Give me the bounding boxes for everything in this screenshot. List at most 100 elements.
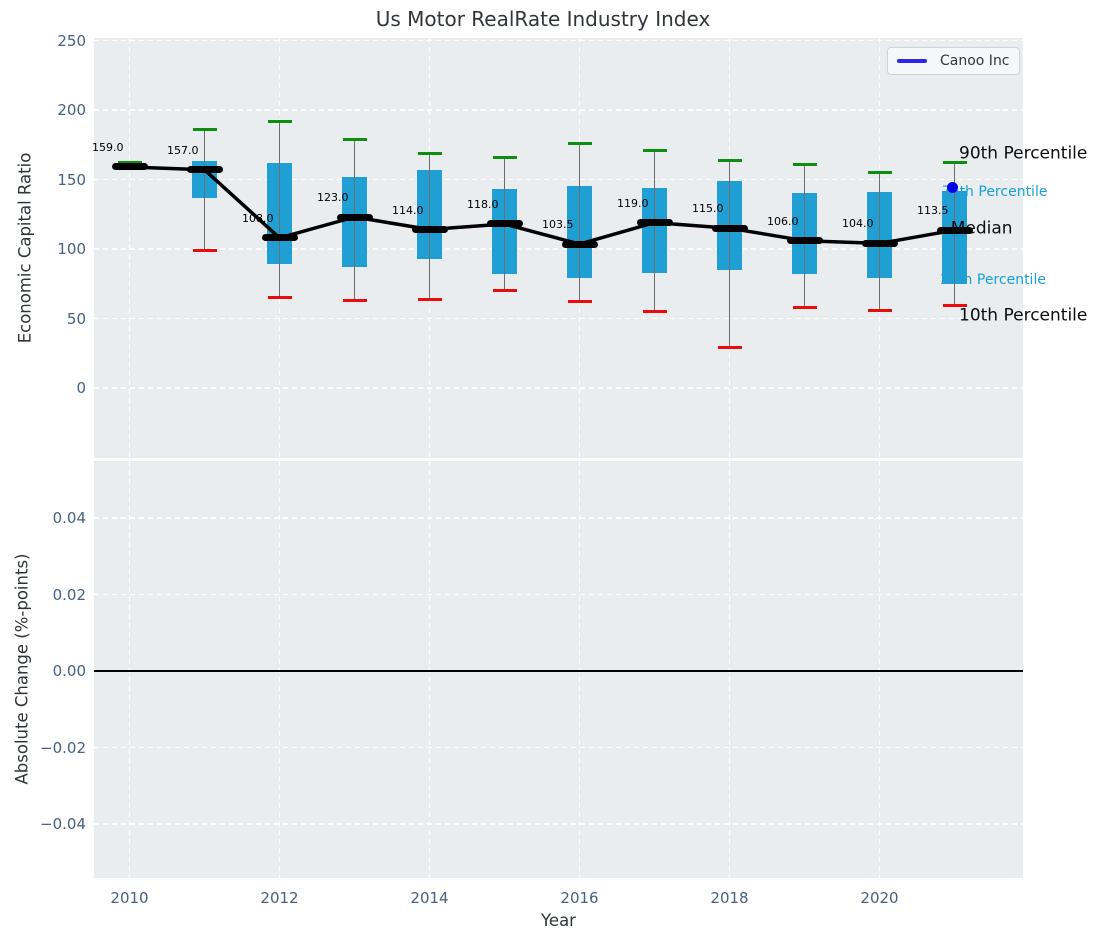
cap-upper-2013 (342, 137, 367, 141)
cap-upper-2011 (192, 127, 217, 131)
cap-upper-2010 (117, 161, 142, 165)
chart-title: Us Motor RealRate Industry Index (375, 7, 711, 31)
ytick-bottom-0.02: 0.02 (52, 585, 86, 604)
grid-h-top-150 (94, 178, 1023, 181)
grid-v-bottom-2010 (128, 461, 131, 878)
grid-h-bottom-−0.04 (94, 823, 1023, 825)
legend-line (897, 59, 927, 63)
ytick-top-0: 0 (76, 379, 86, 397)
median-2021 (936, 226, 973, 234)
ytick-top-150: 150 (57, 170, 86, 189)
median-2020 (861, 239, 898, 247)
ytick-top-50: 50 (66, 309, 86, 328)
cap-upper-2019 (792, 162, 817, 166)
cap-upper-2017 (642, 148, 667, 152)
grid-h-top-50 (94, 317, 1023, 320)
canoo-marker (946, 181, 958, 193)
xtick-2014: 2014 (410, 889, 449, 907)
whisker-2016 (578, 143, 581, 302)
cap-lower-2014 (417, 297, 442, 301)
annotation-median: Median (950, 218, 1013, 239)
legend-label: Canoo Inc (940, 53, 1010, 69)
median-2011 (186, 166, 223, 174)
ytick-bottom-0.00: 0.00 (52, 662, 86, 680)
cap-upper-2018 (717, 158, 742, 162)
cap-lower-2018 (717, 346, 742, 350)
cap-lower-2017 (642, 310, 667, 314)
ytick-top-200: 200 (57, 101, 86, 119)
whisker-2021 (953, 162, 956, 306)
xtick-2010: 2010 (110, 889, 149, 907)
median-2015 (486, 220, 523, 228)
grid-h-bottom-0.04 (94, 517, 1023, 519)
zero-line (94, 670, 1023, 672)
ytick-top-250: 250 (57, 31, 86, 50)
median-label-2012: 108.0 (242, 211, 274, 225)
median-label-2016: 103.5 (542, 218, 574, 232)
xtick-2016: 2016 (560, 889, 599, 907)
cap-lower-2015 (492, 289, 517, 293)
grid-h-bottom-0.02 (94, 593, 1023, 596)
median-2017 (636, 219, 673, 227)
median-trend-line (129, 165, 955, 246)
grid-v-bottom-2012 (278, 461, 281, 878)
grid-h-top-250 (94, 39, 1023, 42)
median-label-2014: 114.0 (392, 203, 424, 217)
cap-upper-2012 (267, 119, 292, 123)
grid-v-top-2010 (128, 38, 131, 458)
grid-h-top-200 (94, 109, 1023, 111)
xtick-2012: 2012 (260, 889, 299, 907)
median-label-2019: 106.0 (767, 214, 799, 228)
grid-v-bottom-2018 (728, 461, 731, 878)
ytick-bottom-0.04: 0.04 (52, 509, 86, 527)
bottom-axes (94, 461, 1023, 878)
cap-lower-2020 (867, 308, 892, 312)
median-label-2010: 159.0 (92, 140, 124, 154)
grid-v-bottom-2014 (428, 461, 431, 878)
median-2012 (261, 234, 298, 242)
annotation-90th-percentile: 90th Percentile (959, 143, 1088, 164)
ytick-top-100: 100 (57, 240, 86, 258)
median-2018 (711, 224, 748, 232)
cap-upper-2020 (867, 171, 892, 175)
grid-h-top-100 (94, 248, 1023, 250)
median-2019 (786, 237, 823, 245)
ytick-bottom-−0.04: −0.04 (40, 815, 86, 833)
median-label-2018: 115.0 (692, 202, 724, 216)
grid-h-bottom-−0.02 (94, 746, 1023, 749)
median-label-2011: 157.0 (167, 143, 199, 157)
legend: Canoo Inc (887, 47, 1020, 75)
cap-upper-2021 (942, 161, 967, 165)
cap-lower-2013 (342, 298, 367, 302)
cap-lower-2011 (192, 248, 217, 252)
ytick-bottom-−0.02: −0.02 (40, 738, 86, 757)
median-2016 (561, 240, 598, 248)
median-label-2015: 118.0 (467, 197, 499, 211)
whisker-2011 (203, 129, 206, 251)
median-2014 (411, 226, 448, 234)
median-2013 (336, 213, 373, 221)
cap-upper-2016 (567, 141, 592, 145)
xtick-2018: 2018 (710, 889, 749, 907)
median-label-2020: 104.0 (842, 217, 874, 231)
bottom-axes-background (94, 461, 1023, 878)
bottom-y-axis-label: Absolute Change (%-points) (12, 553, 32, 785)
whisker-2012 (278, 121, 281, 298)
annotation-75th-percentile: 75th Percentile (941, 184, 1048, 201)
cap-lower-2019 (792, 305, 817, 309)
cap-lower-2016 (567, 300, 592, 304)
top-axes: Canoo Inc 159.0 157.0 108.0 123.0 114.0 118.0… (92, 38, 1087, 458)
cap-lower-2021 (942, 304, 967, 308)
median-label-2017: 119.0 (617, 196, 649, 210)
grid-v-bottom-2020 (878, 461, 881, 878)
median-label-2021: 113.5 (917, 204, 949, 218)
annotation-10th-percentile: 10th Percentile (959, 305, 1088, 326)
grid-v-bottom-2016 (578, 461, 581, 878)
whisker-2017 (653, 150, 656, 312)
cap-lower-2012 (267, 296, 292, 300)
whisker-2019 (803, 164, 806, 308)
grid-h-top-0 (94, 387, 1023, 389)
x-axis-label: Year (541, 911, 576, 930)
whisker-2018 (728, 160, 731, 348)
